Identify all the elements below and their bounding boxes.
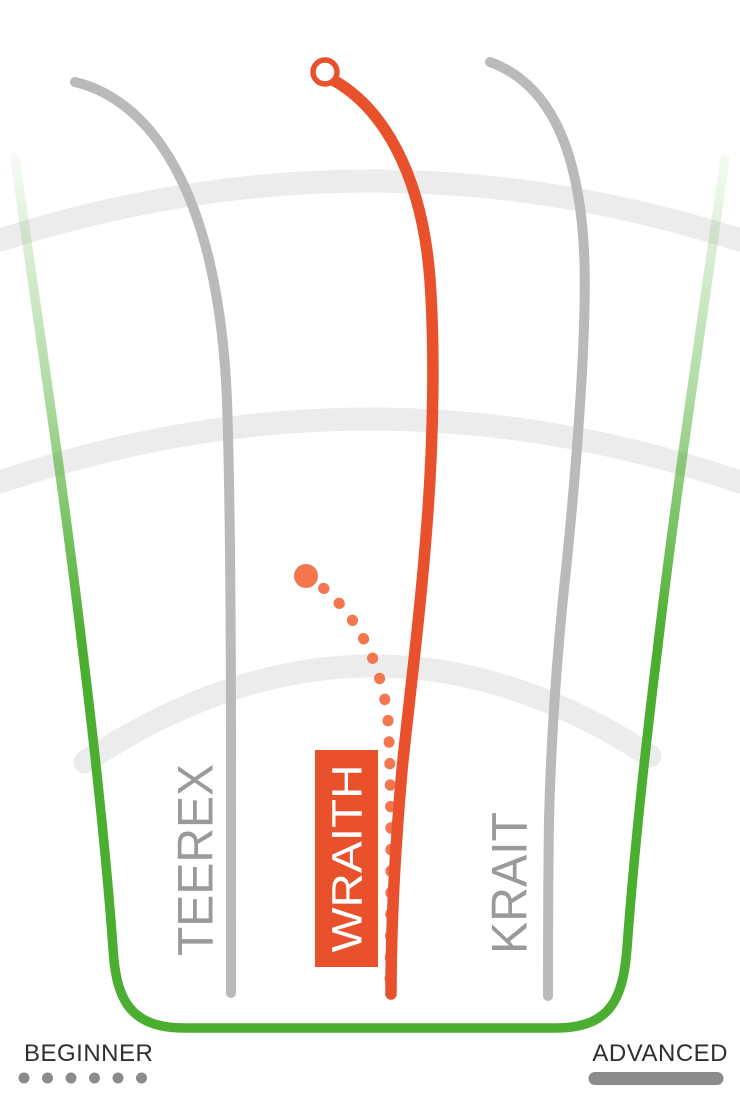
advanced-bar [588,1072,724,1085]
label-teerex: TEEREX [168,764,224,956]
dotted-path-start-dot [294,564,318,588]
skill-dot [136,1072,147,1084]
legend-beginner-label: BEGINNER [24,1040,153,1067]
range-arc-1 [0,169,740,252]
range-arc-2 [0,407,740,494]
wraith-label-box [315,750,378,967]
flight-path-teerex [70,77,237,998]
flight-path-wraith [327,74,439,1000]
legend-advanced-label: ADVANCED [592,1040,728,1067]
label-krait: KRAIT [482,812,538,954]
skill-dot [18,1072,30,1084]
skill-dot [42,1072,53,1084]
wraith-start-ring-icon [310,57,340,87]
skill-dot [112,1072,124,1084]
skill-dot [89,1072,100,1084]
skill-dot [65,1072,77,1084]
range-arc-3 [73,654,662,774]
fairway-boundary [10,153,730,1033]
beginner-dots [18,1072,147,1084]
flight-path-krait [485,57,590,1001]
label-wraith: WRAITH [324,765,372,953]
